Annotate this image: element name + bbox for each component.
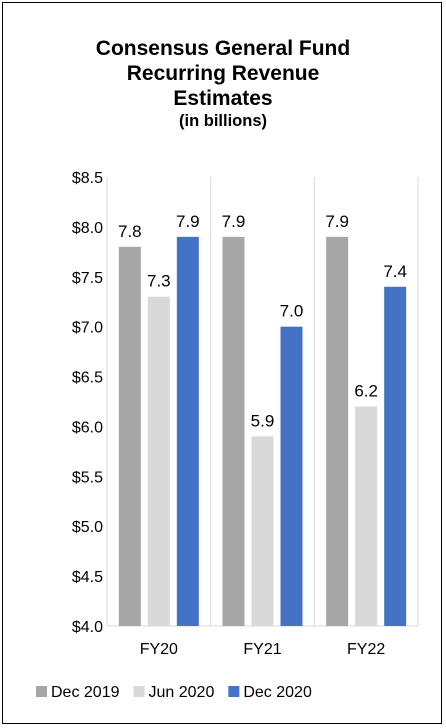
legend-swatch — [36, 686, 47, 697]
bar — [280, 326, 303, 626]
x-tick-label: FY20 — [140, 641, 178, 658]
x-tick-label: FY22 — [347, 641, 385, 658]
chart-title-line-2: Recurring Revenue — [126, 62, 320, 85]
bar — [222, 236, 245, 626]
y-tick-label: $4.0 — [72, 619, 103, 636]
chart-title-line-3: Estimates — [173, 87, 273, 110]
data-label: 7.4 — [383, 262, 407, 281]
bar — [326, 236, 349, 626]
y-tick-label: $6.0 — [72, 419, 103, 436]
y-tick-label: $6.5 — [72, 370, 103, 387]
y-tick-label: $8.0 — [72, 220, 103, 237]
data-label: 5.9 — [251, 411, 275, 430]
data-label: 6.2 — [354, 381, 378, 400]
bar — [176, 236, 199, 626]
legend-swatch — [228, 686, 240, 697]
y-tick-label: $8.5 — [72, 170, 103, 187]
legend-label: Dec 2019 — [51, 684, 120, 701]
y-tick-label: $5.5 — [72, 469, 103, 486]
x-tick-label: FY21 — [243, 641, 281, 658]
y-tick-label: $7.0 — [72, 320, 103, 337]
bar — [384, 286, 407, 626]
data-label: 7.0 — [280, 302, 304, 321]
legend-label: Dec 2020 — [243, 684, 312, 701]
y-tick-label: $7.5 — [72, 270, 103, 287]
chart-title-line-1: Consensus General Fund — [95, 37, 351, 60]
chart-title: Consensus General Fund Recurring Revenue… — [0, 36, 446, 131]
data-label: 7.9 — [325, 212, 349, 231]
bar — [355, 406, 378, 626]
y-tick-label: $5.0 — [72, 519, 103, 536]
data-label: 7.9 — [222, 212, 246, 231]
legend-label: Jun 2020 — [149, 684, 215, 701]
data-label: 7.9 — [176, 212, 200, 231]
legend-swatch — [133, 686, 145, 697]
bar — [251, 436, 274, 626]
data-label: 7.3 — [147, 272, 171, 291]
bar — [147, 296, 170, 626]
data-label: 7.8 — [118, 222, 142, 241]
chart-subtitle: (in billions) — [179, 112, 267, 130]
bar — [118, 246, 141, 626]
y-tick-label: $4.5 — [72, 569, 103, 586]
